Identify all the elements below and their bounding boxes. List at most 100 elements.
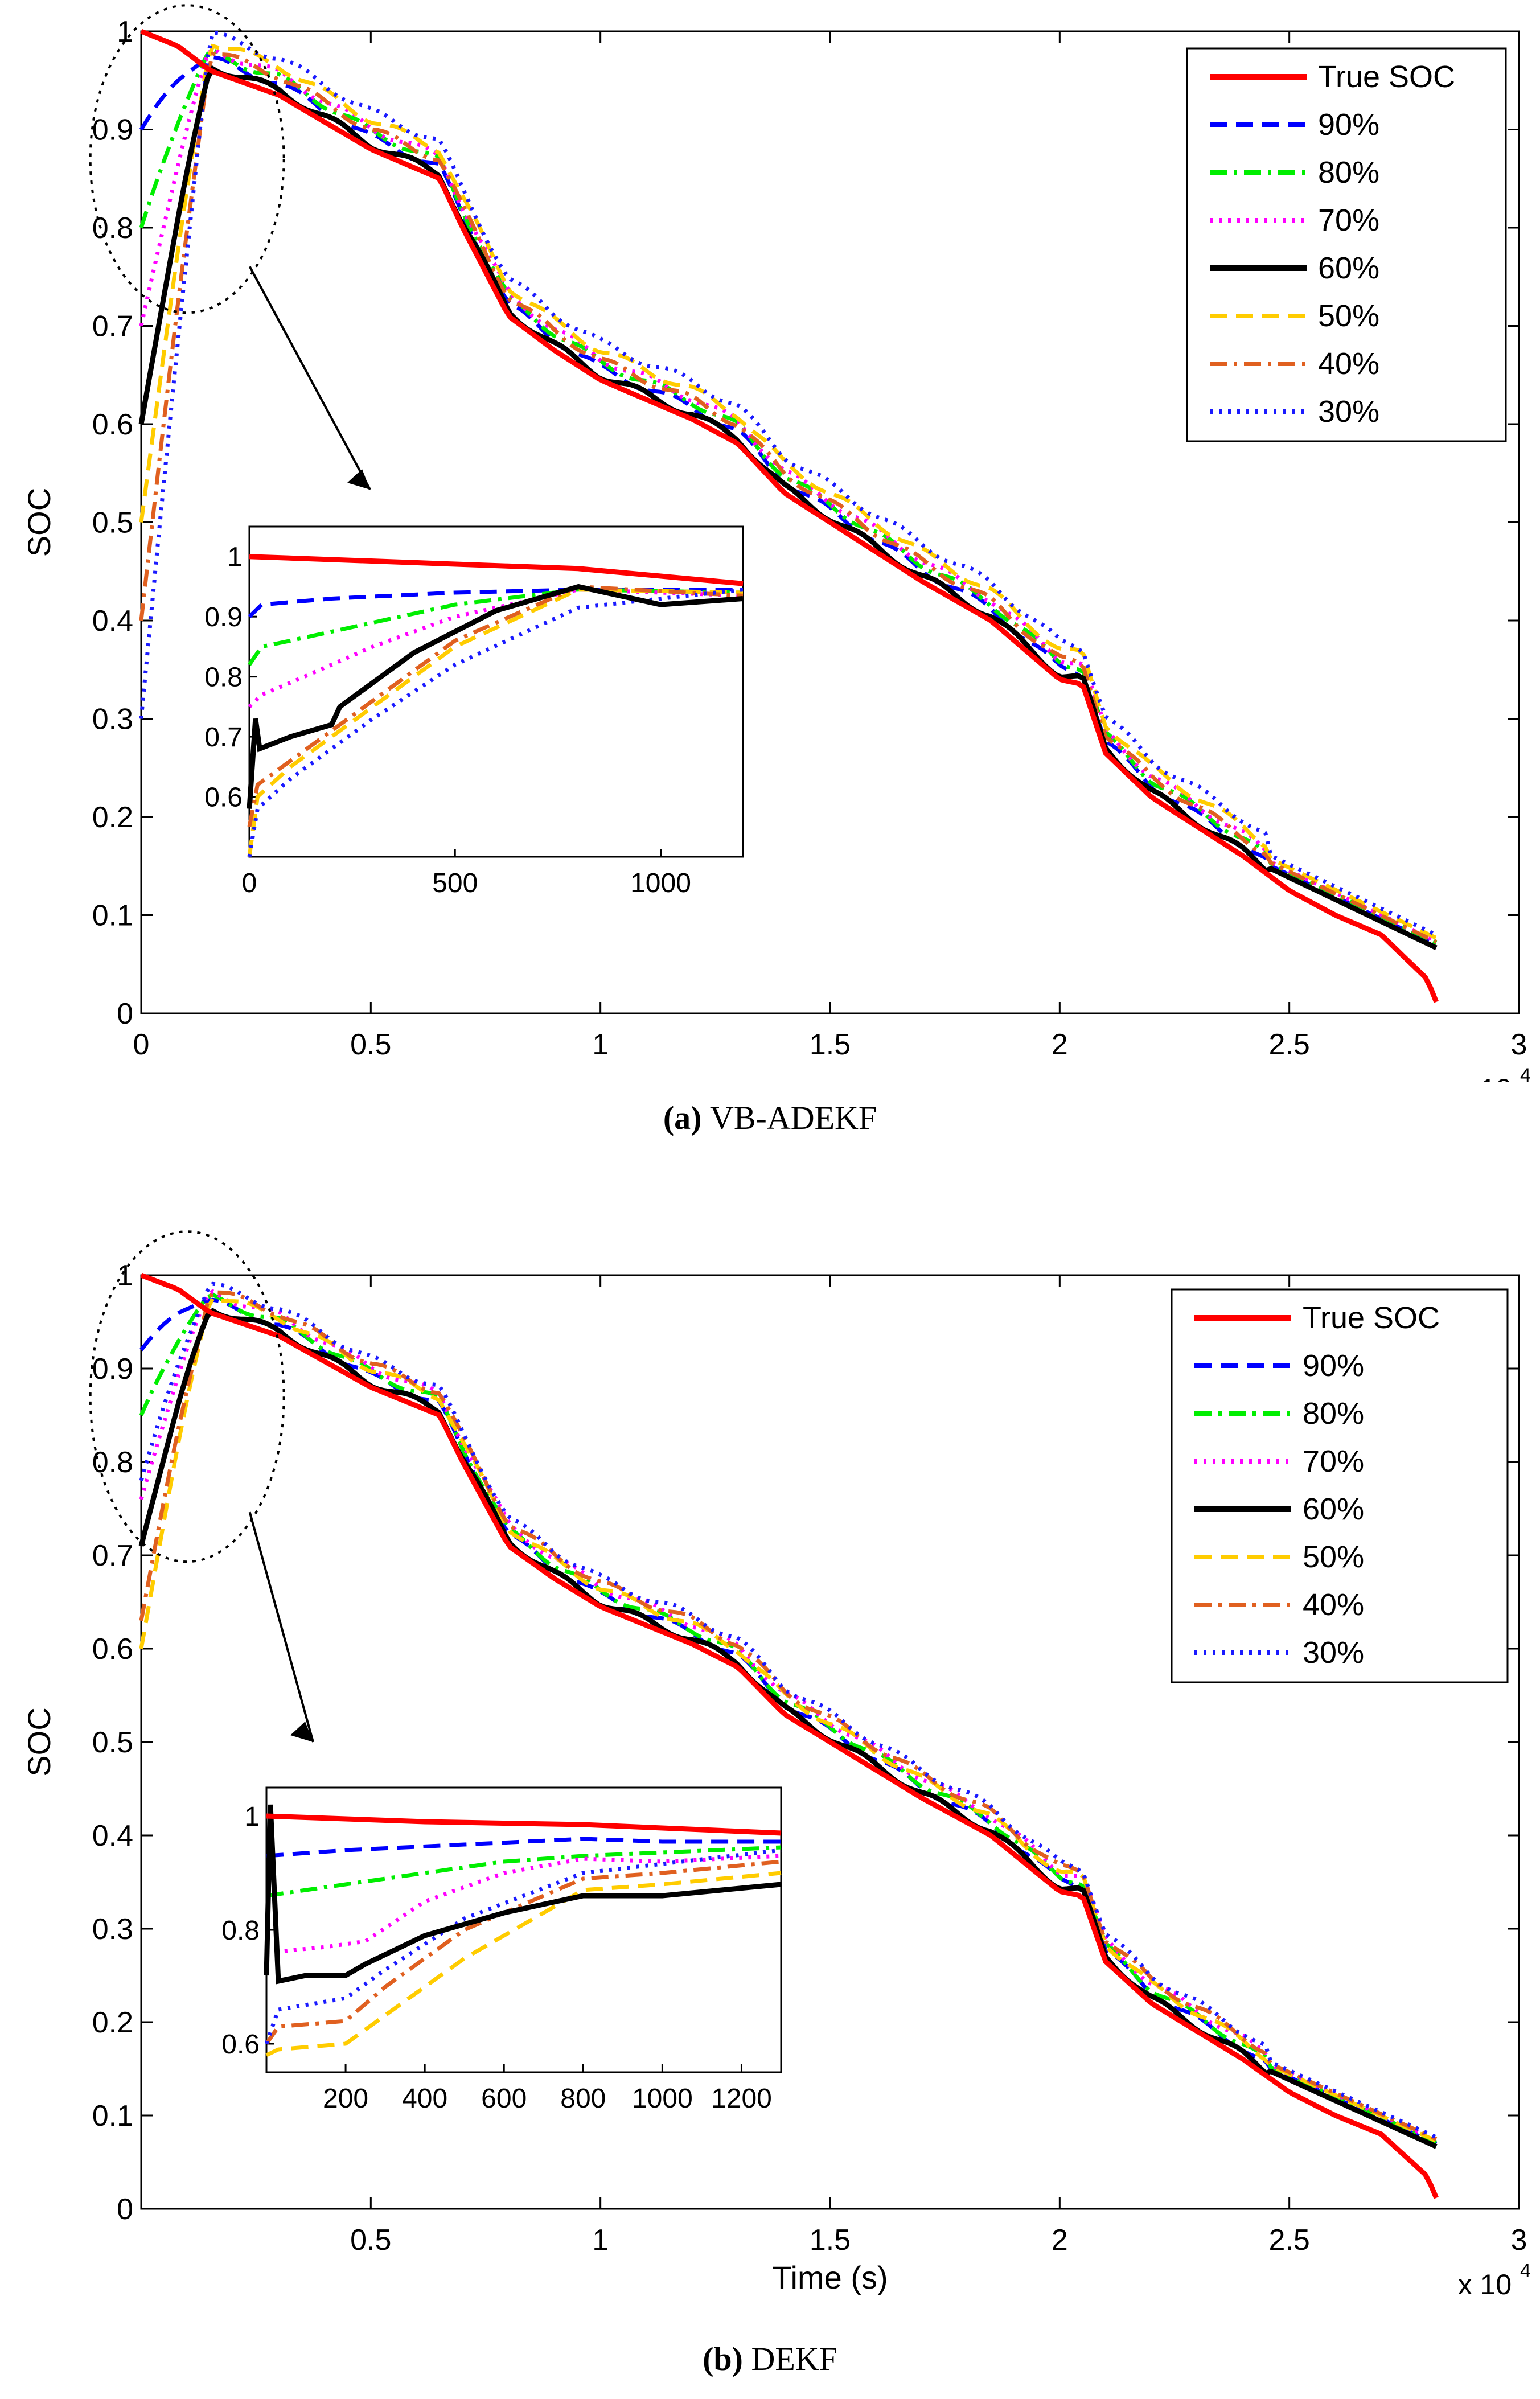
inset-plot-area bbox=[248, 525, 744, 858]
y-tick-label: 0.6 bbox=[92, 1633, 133, 1666]
series-line-80 bbox=[139, 1292, 1438, 2145]
inset-series-line-60 bbox=[247, 584, 744, 809]
inset-x-tick-label: 600 bbox=[481, 2084, 527, 2114]
x-multiplier-exponent: 4 bbox=[1520, 1065, 1531, 1082]
legend-label: 70% bbox=[1303, 1444, 1364, 1478]
y-tick-label: 0.6 bbox=[92, 408, 133, 441]
x-tick-label: 2.5 bbox=[1269, 1028, 1310, 1061]
inset-series-line-30 bbox=[264, 1848, 782, 2045]
x-tick-label: 0.5 bbox=[350, 2224, 391, 2257]
x-tick-label: 1.5 bbox=[810, 2224, 851, 2257]
inset-y-tick-label: 0.7 bbox=[204, 722, 243, 753]
zoom-region-ellipse bbox=[89, 4, 285, 314]
legend-label: 80% bbox=[1303, 1396, 1364, 1431]
y-tick-label: 0.1 bbox=[92, 2100, 133, 2133]
zoom-arrow bbox=[248, 1511, 314, 1743]
caption-a-tag: (a) bbox=[663, 1099, 702, 1136]
y-tick-label: 0.5 bbox=[92, 507, 133, 540]
caption-b-tag: (b) bbox=[703, 2340, 743, 2377]
y-tick-label: 0.3 bbox=[92, 703, 133, 736]
y-tick-label: 1 bbox=[117, 1259, 133, 1292]
legend-label: 90% bbox=[1318, 108, 1379, 142]
inset-y-tick-label: 0.6 bbox=[204, 783, 243, 813]
series-line-40 bbox=[139, 1290, 1438, 2141]
inset-series-line-60 bbox=[264, 1804, 782, 1985]
chart-panel-b: 0 0.1 0.2 0.3 0.4 0.5 0.6 0.7 0.8 0.9 1 0.5 1 1.5 2 2.5… bbox=[21, 1230, 1531, 2301]
legend-label: 50% bbox=[1318, 299, 1379, 333]
caption-b-text: DEKF bbox=[751, 2340, 837, 2377]
inset-y-tick-label: 0.6 bbox=[221, 2030, 260, 2060]
series-line-60 bbox=[138, 65, 1438, 950]
legend-label: 80% bbox=[1318, 155, 1379, 190]
inset-series-line-90 bbox=[248, 588, 743, 618]
legend-label: 40% bbox=[1318, 347, 1379, 381]
legend-label: 90% bbox=[1303, 1349, 1364, 1383]
x-axis-label: Time (s) bbox=[772, 2260, 888, 2295]
inset-x-tick-label: 1000 bbox=[630, 868, 691, 898]
inset-series-line-80 bbox=[266, 1845, 782, 1898]
inset-y-tick-label: 0.8 bbox=[204, 663, 243, 693]
inset-x-tick-label: 400 bbox=[402, 2084, 447, 2114]
y-tick-label: 0.8 bbox=[92, 1446, 133, 1479]
inset-series-line-30 bbox=[247, 588, 744, 857]
y-axis-label: SOC bbox=[21, 488, 57, 557]
x-tick-label: 3 bbox=[1511, 2224, 1527, 2257]
series-line-40 bbox=[139, 52, 1438, 944]
series-line-70 bbox=[139, 46, 1438, 943]
y-tick-label: 0.4 bbox=[92, 1819, 133, 1852]
inset-series-line-truesoc bbox=[249, 554, 744, 586]
inset-series-line-70 bbox=[266, 1854, 782, 1955]
legend-box bbox=[1186, 47, 1507, 442]
y-tick-label: 0.2 bbox=[92, 801, 133, 834]
x-tick-label: 2 bbox=[1052, 2224, 1068, 2257]
inset-x-tick-label: 1200 bbox=[711, 2084, 772, 2114]
inset-plot-area bbox=[265, 1786, 782, 2073]
caption-b: (b) DEKF bbox=[0, 2340, 1540, 2378]
inset-y-tick-label: 1 bbox=[227, 543, 243, 573]
legend-label: 70% bbox=[1318, 203, 1379, 237]
series-line-50 bbox=[139, 43, 1438, 940]
y-tick-label: 0.4 bbox=[92, 605, 133, 638]
series-line-80 bbox=[139, 47, 1438, 945]
inset-x-tick-label: 800 bbox=[560, 2084, 606, 2114]
y-tick-label: 0 bbox=[117, 997, 133, 1030]
zoom-arrow bbox=[248, 266, 371, 490]
inset-x-tick-label: 1000 bbox=[632, 2084, 693, 2114]
inset-series-line-80 bbox=[248, 588, 744, 666]
series-line-truesoc bbox=[140, 1272, 1439, 2199]
y-tick-label: 0.2 bbox=[92, 2006, 133, 2039]
y-tick-label: 0.1 bbox=[92, 899, 133, 933]
caption-a-text: VB-ADEKF bbox=[709, 1099, 877, 1136]
chart-panel-a: 0 0.1 0.2 0.3 0.4 0.5 0.6 0.7 0.8 0.9 1 0 0.5 1 1.5 2 2.… bbox=[21, 4, 1531, 1082]
inset-y-tick-label: 0.8 bbox=[221, 1916, 260, 1946]
inset-series-line-truesoc bbox=[266, 1813, 782, 1836]
series-line-90 bbox=[139, 55, 1438, 947]
inset-series-line-50 bbox=[265, 1871, 782, 2057]
legend-label: 50% bbox=[1303, 1540, 1364, 1574]
x-tick-label: 1 bbox=[592, 2224, 609, 2257]
x-multiplier: x 10 bbox=[1458, 2269, 1512, 2301]
zoom-arrow-head bbox=[347, 469, 370, 490]
x-tick-label: 2.5 bbox=[1269, 2224, 1310, 2257]
legend-label: 30% bbox=[1303, 1636, 1364, 1670]
y-tick-label: 0.8 bbox=[92, 212, 133, 245]
y-tick-label: 0.3 bbox=[92, 1913, 133, 1946]
y-tick-label: 0.9 bbox=[92, 1353, 133, 1386]
x-tick-label: 1 bbox=[592, 1028, 609, 1061]
inset-x-tick-label: 500 bbox=[432, 868, 478, 898]
inset-series-line-90 bbox=[266, 1837, 781, 1858]
x-multiplier-exponent: 4 bbox=[1520, 2260, 1531, 2282]
series-line-60 bbox=[138, 1308, 1438, 2149]
y-tick-label: 0.7 bbox=[92, 310, 133, 343]
inset-x-tick-label: 200 bbox=[323, 2084, 368, 2114]
x-tick-label: 2 bbox=[1052, 1028, 1068, 1061]
y-tick-label: 1 bbox=[117, 15, 133, 48]
caption-a: (a) VB-ADEKF bbox=[0, 1099, 1540, 1137]
y-axis-label: SOC bbox=[21, 1707, 57, 1776]
inset-series-line-50 bbox=[247, 588, 744, 857]
legend-label: 30% bbox=[1318, 395, 1379, 429]
x-tick-label: 0.5 bbox=[350, 1028, 391, 1061]
x-tick-label: 3 bbox=[1511, 1028, 1527, 1061]
x-tick-label: 1.5 bbox=[810, 1028, 851, 1061]
